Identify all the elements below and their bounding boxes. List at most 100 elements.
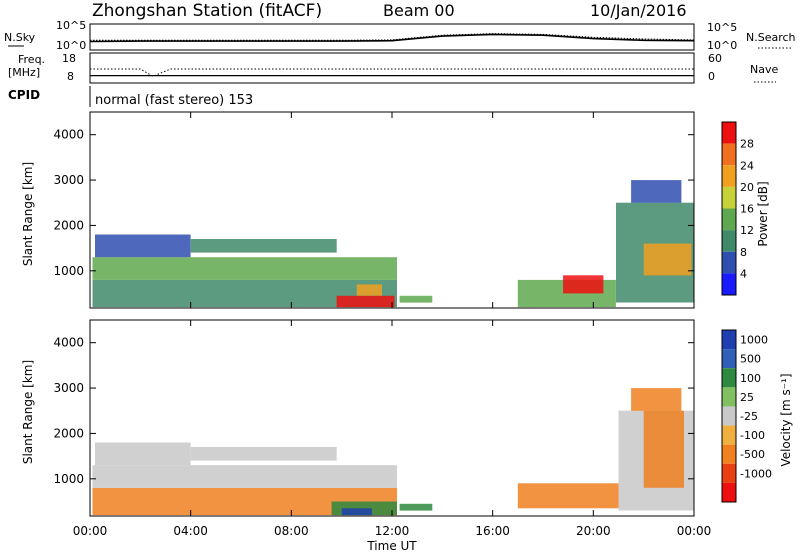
noise-right-tick-lo: 10^0 — [707, 39, 737, 52]
velocity-colorbar-swatch-0 — [722, 330, 736, 350]
power-colorbar-swatch-4 — [722, 208, 736, 231]
velocity-colorbar-tick-7: -1000 — [740, 467, 772, 480]
power-colorbar-swatch-7 — [722, 273, 736, 295]
power-colorbar-tick-1: 8 — [740, 246, 747, 259]
velocity-region-7 — [517, 483, 619, 509]
power-ytick-label-3: 4000 — [53, 128, 84, 142]
velocity-colorbar-swatch-7 — [722, 463, 736, 483]
power-region-8 — [563, 275, 604, 294]
velocity-colorbar-tick-0: 1000 — [740, 334, 768, 347]
velocity-ytick-label-0: 1000 — [53, 472, 84, 486]
power-colorbar-tick-3: 16 — [740, 203, 754, 216]
noise-search-label: N.Search — [746, 31, 796, 44]
power-colorbar-swatch-5 — [722, 230, 736, 252]
xtick-label-3: 12:00 — [375, 524, 410, 538]
power-region-1 — [92, 257, 397, 280]
velocity-colorbar-swatch-2 — [722, 368, 736, 388]
power-colorbar-swatch-2 — [722, 165, 736, 187]
cpid-mode-text: normal (fast stereo) 153 — [95, 93, 253, 108]
power-region-10 — [643, 243, 692, 276]
power-region-3 — [190, 239, 337, 253]
noise-left-tick-lo: 10^0 — [56, 39, 86, 52]
velocity-region-2 — [95, 442, 191, 466]
velocity-colorbar-tick-1: 500 — [740, 353, 761, 366]
velocity-colorbar-tick-6: -500 — [740, 448, 765, 461]
time-axis-label: Time UT — [366, 539, 417, 553]
power-colorbar-label: Power [dB] — [756, 181, 770, 246]
velocity-colorbar-swatch-3 — [722, 387, 736, 407]
freq-tick-hi: 18 — [62, 52, 76, 65]
velocity-colorbar-swatch-8 — [722, 482, 736, 502]
noise-right-tick-hi: 10^5 — [707, 21, 737, 34]
power-colorbar-tick-0: 4 — [740, 267, 747, 280]
velocity-region-9 — [643, 410, 684, 488]
velocity-colorbar-swatch-5 — [722, 425, 736, 445]
power-colorbar: 4 8 12 16 20 24 28 — [721, 121, 754, 296]
station-title: Zhongshan Station (fitACF) — [92, 1, 322, 21]
velocity-colorbar-swatch-6 — [722, 444, 736, 464]
velocity-region-1 — [92, 465, 397, 488]
beam-label: Beam 00 — [383, 1, 455, 20]
nave-label: Nave — [750, 63, 778, 76]
freq-label: Freq. — [18, 53, 45, 66]
nave-tick-hi: 60 — [708, 52, 722, 65]
noise-sky-label: N.Sky — [4, 31, 36, 44]
velocity-colorbar-label: Velocity [m s⁻¹] — [779, 373, 793, 466]
power-colorbar-frame — [721, 121, 737, 296]
velocity-region-10 — [631, 388, 682, 411]
velocity-colorbar-tick-2: 100 — [740, 372, 761, 385]
date-label: 10/Jan/2016 — [590, 1, 687, 20]
velocity-colorbar-frame — [721, 329, 737, 503]
velocity-yticks: 1000 2000 3000 4000 — [53, 336, 694, 486]
velocity-colorbar-tick-5: -100 — [740, 429, 765, 442]
velocity-colorbar-tick-3: 25 — [740, 391, 754, 404]
power-colorbar-swatch-1 — [722, 143, 736, 166]
power-colorbar-swatch-0 — [722, 122, 736, 144]
velocity-colorbar-swatch-4 — [722, 406, 736, 426]
freq-tick-lo: 8 — [67, 70, 74, 83]
velocity-colorbar-tick-4: -25 — [740, 410, 758, 423]
power-ytick-label-0: 1000 — [53, 264, 84, 278]
power-ylabel: Slant Range [km] — [21, 162, 35, 266]
cpid-label: CPID — [8, 88, 40, 102]
power-region-6 — [399, 295, 433, 303]
velocity-ytick-label-1: 2000 — [53, 426, 84, 440]
velocity-ytick-label-2: 3000 — [53, 381, 84, 395]
noise-series-group — [89, 33, 695, 43]
power-region-2 — [95, 234, 191, 258]
power-colorbar-swatch-3 — [722, 186, 736, 209]
power-colorbar-tick-4: 20 — [740, 181, 754, 194]
power-region-11 — [631, 180, 682, 203]
velocity-colorbar: 1000 500 100 25 -25 -100 -500 -1000 — [721, 329, 772, 503]
xtick-label-2: 08:00 — [274, 524, 309, 538]
velocity-region-6 — [399, 503, 433, 511]
xtick-label-6: 00:00 — [677, 524, 712, 538]
power-region-4 — [336, 295, 395, 308]
noise-line-nsky — [89, 33, 695, 43]
nave-tick-lo: 0 — [708, 70, 715, 83]
power-heatmap — [92, 180, 694, 308]
nave-line — [90, 68, 694, 77]
freq-panel-frame — [89, 52, 695, 84]
velocity-region-3 — [190, 447, 337, 461]
xtick-label-4: 16:00 — [475, 524, 510, 538]
xtick-label-1: 04:00 — [173, 524, 208, 538]
power-ytick-label-1: 2000 — [53, 218, 84, 232]
power-colorbar-tick-2: 12 — [740, 224, 754, 237]
power-yticks: 1000 2000 3000 4000 — [53, 128, 694, 278]
power-colorbar-swatch-6 — [722, 251, 736, 274]
time-axis: 00:00 04:00 08:00 12:00 16:00 20:00 00:00 — [73, 112, 712, 538]
xtick-label-5: 20:00 — [576, 524, 611, 538]
power-colorbar-tick-6: 28 — [740, 138, 754, 151]
velocity-colorbar-swatch-1 — [722, 349, 736, 369]
power-colorbar-tick-5: 24 — [740, 159, 754, 172]
velocity-ylabel: Slant Range [km] — [21, 360, 35, 464]
freq-series-group — [90, 68, 694, 77]
power-region-5 — [356, 284, 382, 296]
noise-panel-frame — [89, 23, 695, 51]
velocity-ytick-label-3: 4000 — [53, 336, 84, 350]
freq-unit-label: [MHz] — [8, 66, 40, 79]
velocity-heatmap — [92, 388, 694, 516]
xtick-label-0: 00:00 — [73, 524, 108, 538]
